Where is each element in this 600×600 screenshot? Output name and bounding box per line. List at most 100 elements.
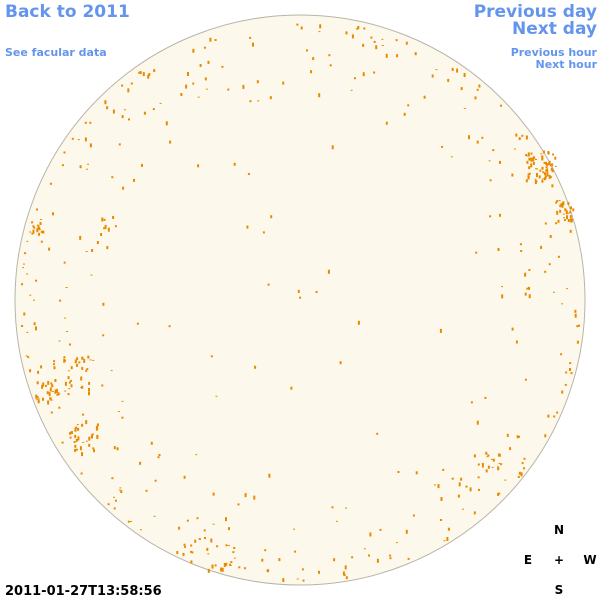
facula — [141, 163, 143, 167]
compass-center: + — [554, 553, 564, 567]
facula — [140, 529, 142, 531]
facula — [191, 551, 194, 554]
facula — [88, 436, 91, 441]
facula — [190, 560, 193, 564]
facula — [462, 508, 464, 510]
previous-day-link[interactable]: Previous day — [474, 2, 597, 22]
facula — [528, 157, 531, 161]
facula — [290, 386, 293, 390]
facula — [546, 163, 549, 167]
facula — [80, 376, 83, 381]
facula — [535, 159, 537, 160]
facula — [70, 366, 73, 370]
facula — [302, 579, 305, 582]
facula — [56, 388, 58, 393]
facula — [569, 229, 572, 233]
facula — [89, 359, 92, 361]
facula — [569, 368, 571, 371]
facula — [521, 134, 524, 137]
next-hour-link[interactable]: Next hour — [536, 58, 598, 71]
facula — [561, 303, 564, 305]
facula — [556, 411, 559, 414]
facula — [310, 70, 312, 74]
facula — [233, 557, 236, 559]
facula — [331, 145, 334, 150]
next-day-link[interactable]: Next day — [512, 19, 597, 39]
facula — [473, 511, 476, 515]
facula — [525, 179, 528, 183]
facula — [567, 212, 569, 214]
facula — [451, 67, 454, 71]
facula — [233, 162, 236, 166]
facula — [528, 269, 531, 271]
facula — [85, 440, 88, 442]
facula — [544, 270, 547, 273]
facula — [569, 362, 572, 365]
facula — [165, 121, 168, 126]
facula — [130, 82, 133, 85]
facula — [36, 228, 39, 233]
facula — [232, 551, 235, 554]
facula — [92, 359, 95, 361]
facular-link[interactable]: See facular data — [5, 46, 107, 59]
facula — [541, 156, 544, 161]
facula — [562, 201, 565, 206]
facula — [87, 355, 90, 359]
facula — [373, 40, 376, 43]
facula — [96, 423, 99, 427]
facula — [487, 454, 490, 457]
facula — [499, 160, 501, 164]
facula — [147, 74, 150, 79]
facula — [69, 431, 72, 435]
facula — [79, 235, 82, 240]
facula — [447, 78, 450, 82]
facula — [190, 544, 193, 547]
facula — [67, 370, 70, 372]
facula — [547, 151, 550, 155]
facula — [121, 400, 124, 402]
facula — [520, 250, 523, 252]
facula — [500, 104, 502, 107]
facula — [227, 88, 230, 91]
facula — [88, 381, 91, 385]
facula — [36, 396, 39, 398]
facula — [297, 289, 300, 293]
facula — [497, 248, 500, 251]
back-link[interactable]: Back to 2011 — [5, 2, 130, 22]
facula — [486, 456, 489, 458]
facula — [370, 36, 373, 39]
facula — [168, 325, 171, 328]
facula — [264, 549, 267, 552]
facula — [526, 287, 529, 290]
facula — [569, 211, 571, 214]
facula — [45, 384, 47, 387]
facula — [405, 529, 408, 534]
facula — [477, 476, 480, 479]
facula — [299, 296, 302, 299]
facula — [266, 569, 269, 572]
facula — [37, 370, 40, 374]
facula — [206, 547, 209, 551]
facula — [71, 137, 74, 140]
facula — [544, 222, 547, 225]
facula — [492, 458, 495, 462]
facula — [458, 482, 461, 487]
facula — [560, 202, 563, 206]
facula — [54, 379, 57, 382]
facula — [564, 208, 567, 212]
facula — [106, 106, 109, 110]
previous-hour-link[interactable]: Previous hour — [511, 46, 598, 59]
facula — [158, 454, 161, 456]
facula — [76, 424, 79, 426]
facula — [37, 399, 40, 404]
facula — [477, 463, 480, 466]
facula — [33, 226, 36, 229]
facula — [363, 548, 366, 550]
facula — [225, 562, 228, 566]
facula — [474, 96, 477, 100]
facula — [32, 229, 35, 234]
facula — [442, 468, 445, 471]
facula — [25, 355, 28, 357]
facula — [572, 208, 575, 212]
